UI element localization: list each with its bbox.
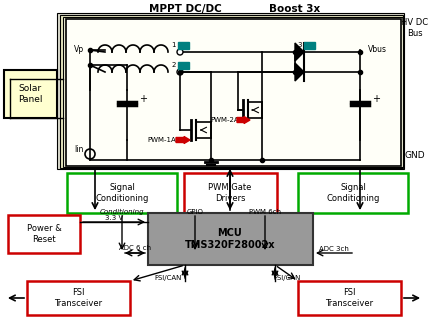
Polygon shape (295, 43, 304, 61)
Bar (184, 173, 277, 213)
Text: +: + (372, 94, 380, 104)
Bar (27, 281, 130, 315)
Text: 3: 3 (297, 42, 302, 48)
FancyArrow shape (178, 62, 189, 69)
Bar (8, 215, 80, 253)
Text: Iin: Iin (74, 145, 83, 154)
Text: Power &
Reset: Power & Reset (27, 224, 61, 244)
Text: MCU
TMS320F28002x: MCU TMS320F28002x (185, 228, 275, 250)
Circle shape (177, 49, 183, 55)
Text: FSI/CAN: FSI/CAN (273, 275, 301, 281)
FancyArrow shape (176, 137, 190, 144)
Text: HV DC
Bus: HV DC Bus (401, 18, 428, 38)
Bar (4, 70, 57, 118)
Bar (298, 173, 408, 213)
Bar (67, 173, 177, 213)
Text: 1: 1 (172, 42, 176, 48)
Bar (60, 15, 403, 168)
FancyArrow shape (178, 42, 189, 49)
Text: GND: GND (405, 150, 425, 159)
Text: ADC 6 ch: ADC 6 ch (119, 245, 151, 251)
Text: Vp: Vp (74, 44, 84, 53)
Text: Signal
Conditioning: Signal Conditioning (95, 183, 149, 203)
FancyArrow shape (237, 117, 250, 124)
Text: FSI
Transceiver: FSI Transceiver (325, 288, 373, 308)
Bar (57, 13, 404, 169)
Text: PWM 6ch: PWM 6ch (249, 209, 281, 215)
FancyArrow shape (304, 42, 315, 49)
Bar (66, 19, 401, 166)
Text: 2: 2 (172, 62, 176, 68)
Text: Boost 3x: Boost 3x (269, 4, 321, 14)
Bar (148, 213, 313, 265)
Text: 3.3 V: 3.3 V (105, 215, 123, 221)
Text: FSI/CAN: FSI/CAN (155, 275, 182, 281)
Text: GPIO: GPIO (187, 209, 203, 215)
Text: Signal
Conditioning: Signal Conditioning (326, 183, 380, 203)
Text: ADC 3ch: ADC 3ch (319, 246, 349, 252)
Text: +: + (139, 94, 147, 104)
Text: Conditioning: Conditioning (100, 209, 145, 215)
Circle shape (177, 69, 183, 75)
Text: PWM-2A: PWM-2A (211, 117, 239, 123)
Bar (298, 281, 401, 315)
Bar (63, 17, 403, 167)
Text: FSI
Transceiver: FSI Transceiver (54, 288, 102, 308)
Text: MPPT DC/DC: MPPT DC/DC (149, 4, 221, 14)
Text: Solar
Panel: Solar Panel (18, 84, 42, 104)
Text: PWM-1A: PWM-1A (148, 137, 176, 143)
Polygon shape (295, 63, 304, 81)
Text: Vbus: Vbus (368, 44, 387, 53)
Text: PWM Gate
Drivers: PWM Gate Drivers (208, 183, 252, 203)
